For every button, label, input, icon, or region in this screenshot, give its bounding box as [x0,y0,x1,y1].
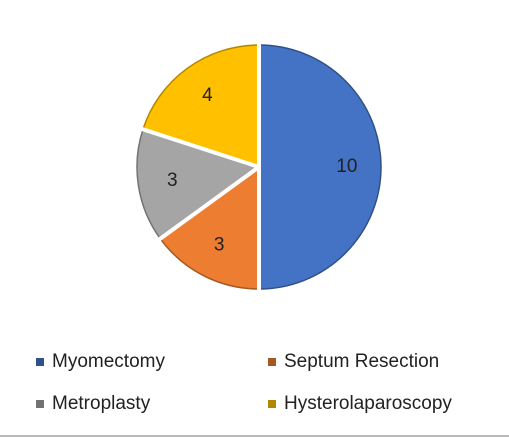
value-label: 3 [167,170,178,191]
legend-label: Septum Resection [284,351,439,372]
slice-separator [157,165,261,242]
legend-marker [268,358,276,366]
value-label: 3 [214,234,225,255]
legend-label: Myomectomy [52,351,165,372]
pie-slice [142,44,260,169]
pie-slice [159,165,260,290]
legend-marker [36,400,44,408]
value-label: 4 [202,85,213,106]
legend-marker [268,400,276,408]
pie-slice [136,128,261,240]
pie-slice [258,44,382,290]
value-label: 10 [336,156,357,177]
legend-marker [36,358,44,366]
legend-label: Hysterolaparoscopy [284,393,452,414]
legend-label: Metroplasty [52,393,151,414]
slice-separator [140,126,260,169]
